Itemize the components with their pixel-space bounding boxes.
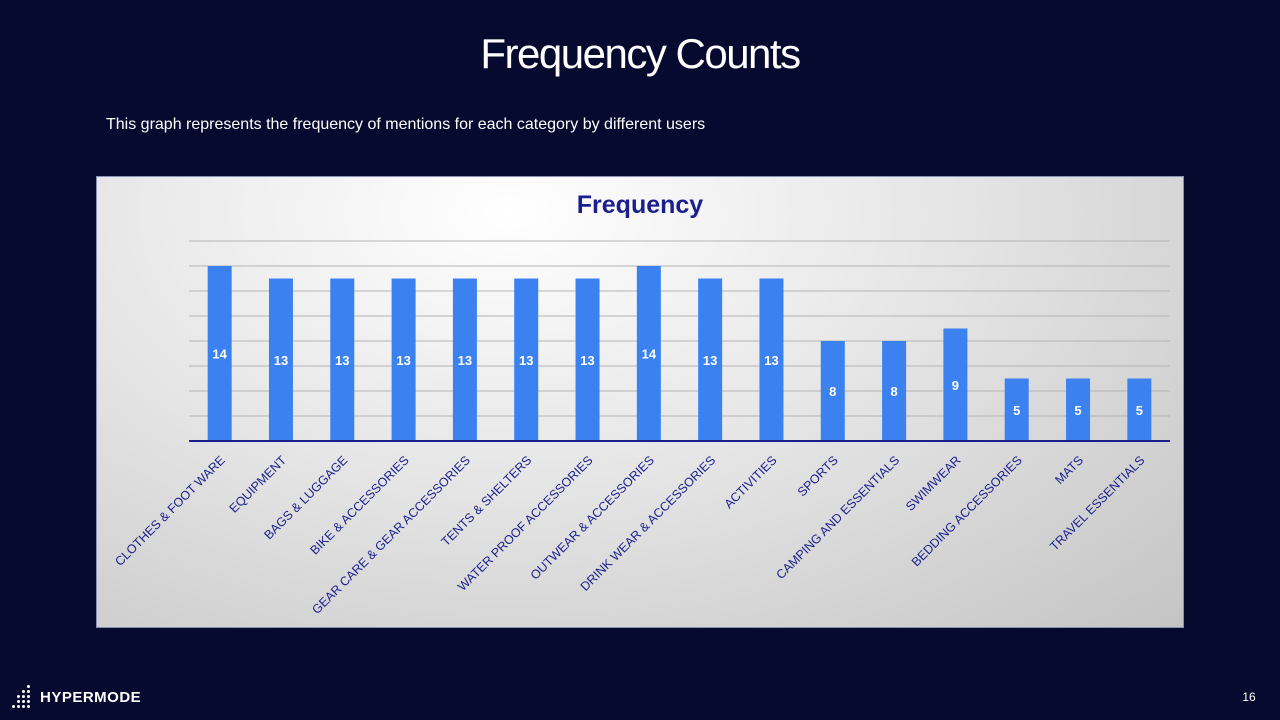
chart-title: Frequency bbox=[576, 191, 704, 219]
hypermode-logo: HYPERMODE bbox=[12, 684, 142, 710]
bar bbox=[1066, 378, 1091, 441]
bar bbox=[698, 278, 723, 441]
x-tick-label: OUTWEAR & ACCESSORIES bbox=[528, 453, 657, 582]
data-label: 13 bbox=[580, 353, 594, 368]
data-label: 13 bbox=[764, 353, 778, 368]
slide-subtitle: This graph represents the frequency of m… bbox=[106, 116, 706, 133]
logo-text: HYPERMODE bbox=[40, 688, 142, 706]
bar bbox=[820, 341, 845, 441]
x-tick-label: BEDDING ACCESSORIES bbox=[909, 453, 1025, 569]
bar bbox=[1127, 378, 1152, 441]
bar bbox=[1004, 378, 1029, 441]
x-tick-label: SPORTS bbox=[795, 453, 841, 499]
data-label: 5 bbox=[1074, 403, 1081, 418]
bar bbox=[636, 266, 661, 441]
data-label: 8 bbox=[890, 384, 897, 399]
data-label: 9 bbox=[952, 378, 959, 393]
data-label: 14 bbox=[642, 347, 657, 362]
slide-title: Frequency Counts bbox=[480, 30, 801, 77]
x-tick-label: BIKE & ACCESSORIES bbox=[307, 453, 411, 557]
data-label: 13 bbox=[519, 353, 533, 368]
bar bbox=[575, 278, 600, 441]
chart-panel: Frequency 14 CLOTHES & FOOT WARE 13 EQUIPME… bbox=[96, 176, 1184, 628]
bar bbox=[514, 278, 539, 441]
x-tick-label: ACTIVITIES bbox=[722, 453, 780, 511]
data-label: 13 bbox=[703, 353, 717, 368]
data-label: 13 bbox=[274, 353, 288, 368]
bar bbox=[759, 278, 784, 441]
data-label: 13 bbox=[396, 353, 410, 368]
bar bbox=[452, 278, 477, 441]
x-tick-label: SWIMWEAR bbox=[903, 453, 963, 513]
data-label: 5 bbox=[1136, 403, 1143, 418]
dot-grid-icon bbox=[12, 685, 34, 709]
page-number: 16 bbox=[1242, 690, 1256, 704]
data-label: 14 bbox=[212, 347, 227, 362]
x-tick-label: MATS bbox=[1052, 453, 1086, 487]
data-label: 8 bbox=[829, 384, 836, 399]
x-tick-label: WATER PROOF ACCESSORIES bbox=[455, 453, 596, 594]
x-tick-label: CLOTHES & FOOT WARE bbox=[112, 453, 227, 568]
x-tick-label: EQUIPMENT bbox=[227, 453, 290, 516]
bar bbox=[207, 266, 232, 441]
data-label: 13 bbox=[335, 353, 349, 368]
data-label: 5 bbox=[1013, 403, 1020, 418]
x-tick-label: DRINK WEAR & ACCESSORIES bbox=[578, 453, 719, 594]
data-label: 13 bbox=[458, 353, 472, 368]
bar bbox=[268, 278, 293, 441]
bar bbox=[391, 278, 416, 441]
bar bbox=[330, 278, 355, 441]
x-tick-label: CAMPING AND ESSENTIALS bbox=[773, 453, 902, 582]
bar bbox=[943, 328, 968, 441]
bar bbox=[882, 341, 907, 441]
